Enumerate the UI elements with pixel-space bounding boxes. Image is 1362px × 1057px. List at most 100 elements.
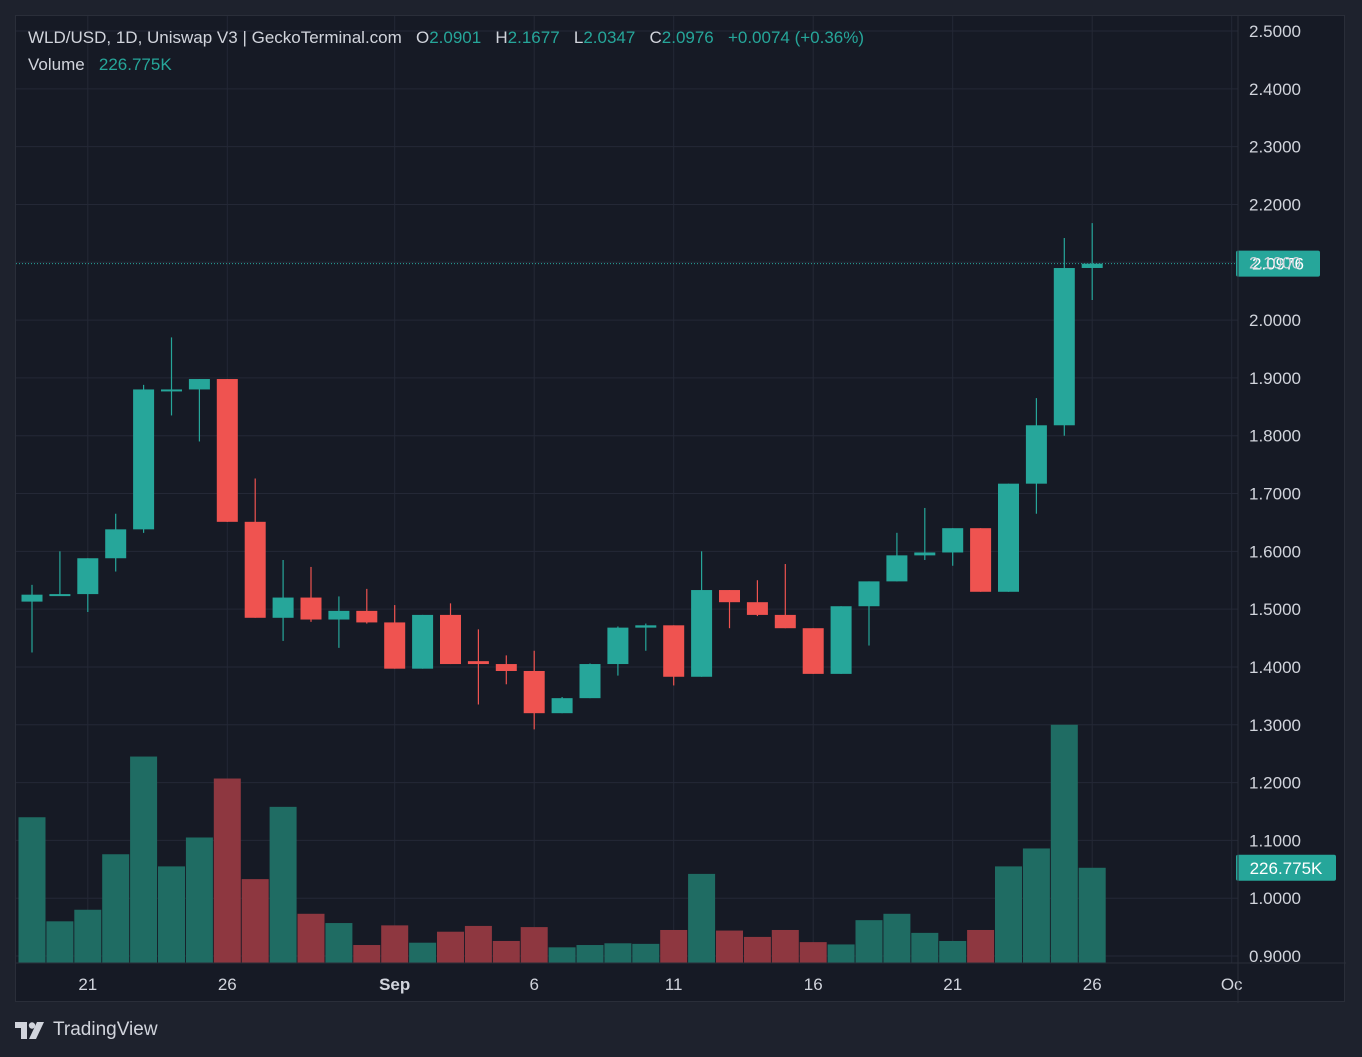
volume-bar (771, 929, 799, 963)
candle-body (802, 628, 824, 674)
candle-body (746, 602, 768, 615)
price-tick-label: 1.4000 (1249, 658, 1301, 677)
symbol-title[interactable]: WLD/USD, 1D, Uniswap V3 | GeckoTerminal.… (28, 28, 402, 47)
price-chart[interactable]: 2.0976 226.775K 2.50002.40002.30002.20002… (16, 16, 1346, 1003)
volume-bar (883, 913, 911, 963)
volume-bar (911, 932, 939, 963)
last-price-tag (1236, 250, 1320, 277)
volume-tag-label: 226.775K (1250, 859, 1323, 878)
volume-label[interactable]: Volume (28, 55, 85, 74)
price-tick-label: 2.5000 (1249, 22, 1301, 41)
volume-bar (548, 947, 576, 963)
volume-bar (660, 929, 688, 963)
volume-bar (604, 943, 632, 963)
volume-bar (102, 854, 130, 963)
volume-bar (1022, 848, 1050, 963)
candle-body (830, 606, 852, 674)
time-tick-label: 26 (1083, 975, 1102, 994)
volume-bar (381, 925, 409, 963)
time-tick-label: 6 (529, 975, 538, 994)
candle-body (607, 627, 629, 665)
price-tick-label: 1.8000 (1249, 427, 1301, 446)
volume-bar (297, 913, 325, 963)
volume-bar (799, 942, 827, 963)
volume-bar (158, 866, 185, 963)
grid (16, 16, 1238, 963)
candle-body (719, 590, 740, 603)
candle-body (495, 664, 517, 671)
volume-bar (130, 756, 158, 963)
volume-bar (1078, 867, 1106, 963)
change-value: +0.0074 (+0.36%) (727, 28, 865, 47)
candle-body (21, 594, 43, 602)
candle-body (663, 625, 685, 677)
candle-body (858, 581, 880, 607)
close-value: 2.0976 (661, 28, 714, 47)
volume-bar (743, 936, 771, 963)
price-tick-label: 2.2000 (1249, 195, 1301, 214)
price-tick-label: 1.9000 (1249, 369, 1301, 388)
candle-body (886, 555, 908, 582)
tradingview-logo-text: TradingView (53, 1019, 158, 1040)
candle-body (244, 521, 266, 618)
candle-body (1081, 263, 1103, 268)
time-tick-label: 26 (218, 975, 237, 994)
candle-body (551, 698, 573, 714)
candle-body (188, 379, 210, 390)
candle-body (356, 610, 378, 623)
volume-legend: Volume 226.775K (28, 55, 172, 75)
volume-bar (939, 940, 967, 963)
time-tick-label: 21 (943, 975, 962, 994)
candle-body (49, 594, 71, 597)
price-tick-label: 1.5000 (1249, 600, 1301, 619)
price-tick-label: 2.3000 (1249, 138, 1301, 157)
last-price-label: 2.0976 (1252, 255, 1304, 274)
time-tick-label: Sep (379, 975, 410, 994)
candle-body (105, 529, 127, 559)
volume-bar (46, 921, 74, 963)
price-tick-label: 1.1000 (1249, 831, 1301, 850)
volume-bar (967, 929, 995, 963)
candle-body (1025, 425, 1047, 484)
volume-bar (464, 925, 492, 963)
axes: 2.5000 2.4000 2.3000 2.2000 2.1000 2.0000 1.90… (16, 16, 1346, 1003)
candle-body (467, 661, 489, 665)
candle-body (970, 528, 992, 592)
tradingview-logo[interactable]: TradingView (15, 1019, 158, 1041)
open-value: 2.0901 (429, 28, 482, 47)
price-tick-label: 2.0000 (1249, 311, 1301, 330)
volume-bar (995, 866, 1022, 963)
candle-body (635, 625, 657, 628)
price-tick-label: 1.7000 (1249, 485, 1301, 504)
candle-body (998, 483, 1019, 592)
close-label: C (649, 28, 662, 47)
candles (21, 223, 1103, 730)
volume-bar (716, 930, 743, 963)
time-tick-label: 21 (78, 975, 97, 994)
volume-tag (1236, 854, 1336, 881)
candle-body (384, 622, 406, 669)
volume-bar (269, 806, 297, 963)
volume-bar (409, 942, 437, 963)
price-tick-label: 1.3000 (1249, 716, 1301, 735)
volume-bar (520, 927, 548, 963)
candle-body (942, 528, 964, 553)
candle-body (774, 614, 796, 629)
volume-bar (492, 940, 520, 963)
volume-bar (632, 943, 660, 963)
candle-body (133, 389, 155, 530)
tradingview-logo-icon (15, 1021, 44, 1039)
volume-bar (325, 923, 353, 963)
candle-body (328, 610, 350, 620)
time-tick-label: 16 (804, 975, 823, 994)
candle-body (1053, 268, 1075, 426)
time-tick-label: Oc (1221, 975, 1243, 994)
candle-body (272, 597, 294, 618)
volume-bars (18, 724, 1106, 963)
candle-body (523, 670, 545, 714)
open-label: O (415, 28, 430, 47)
volume-bar (855, 920, 883, 963)
chart-frame[interactable]: 2.0976 226.775K 2.5000 2.4000 2.3000 2.2000 2… (15, 15, 1346, 1003)
volume-bar (1050, 724, 1078, 963)
price-tick-label: 0.9000 (1249, 947, 1301, 966)
